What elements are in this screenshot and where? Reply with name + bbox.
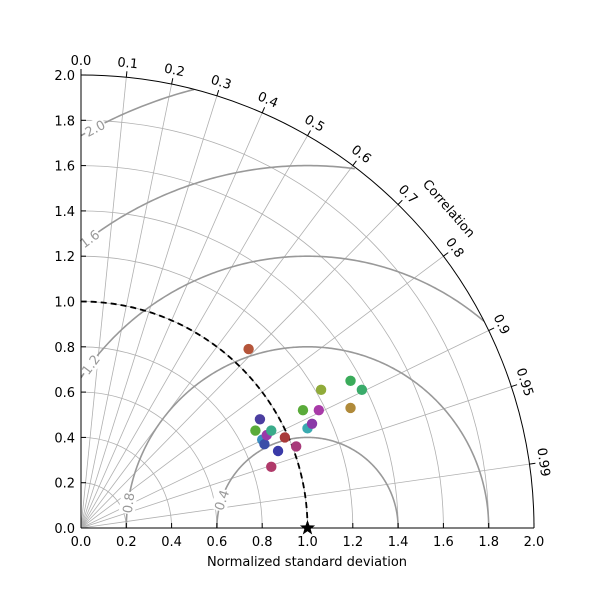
correlation-tick-6 — [352, 160, 357, 166]
correlation-tick-label-3: 0.3 — [209, 73, 233, 94]
x-tick-label-4: 0.8 — [252, 535, 273, 550]
std-grid-arc-1 — [80, 482, 127, 529]
x-tick-label-6: 1.2 — [342, 535, 363, 550]
data-point-18 — [356, 384, 368, 396]
x-axis-label: Normalized standard deviation — [207, 555, 407, 570]
y-tick-label-10: 2.0 — [54, 69, 75, 84]
correlation-tick-label-1: 0.1 — [117, 55, 139, 72]
std-grid-arc-7 — [80, 210, 399, 529]
correlation-grid — [80, 77, 530, 529]
reference-std-arc — [80, 300, 309, 529]
rmsd-contour-2 — [81, 255, 485, 379]
correlation-tick-5 — [307, 130, 311, 136]
data-point-15 — [315, 384, 327, 396]
y-tick-label-0: 0.0 — [54, 522, 75, 537]
x-tick-label-3: 0.6 — [207, 535, 228, 550]
correlation-tick-label-2: 0.2 — [163, 62, 186, 81]
correlation-axis-label: Correlation — [419, 177, 477, 241]
correlation-tick-9 — [488, 327, 495, 331]
x-tick-label-7: 1.4 — [388, 535, 409, 550]
std-grid-arc-2 — [80, 437, 172, 529]
y-tick-label-1: 0.2 — [54, 477, 75, 492]
data-point-6 — [266, 425, 277, 436]
rmsd-contour-1 — [125, 345, 490, 528]
data-point-1 — [254, 414, 266, 425]
rmsd-label-bg-2 — [77, 350, 104, 379]
x-tick-label-5: 1.0 — [297, 535, 318, 550]
chart-frame — [80, 69, 536, 529]
x-tick-label-2: 0.4 — [161, 535, 182, 550]
std-grid-arc-8 — [80, 165, 444, 529]
correlation-tick-label-4: 0.4 — [255, 89, 280, 111]
rmsd-label-bg-4 — [81, 115, 109, 141]
correlation-tick-label-5: 0.5 — [302, 112, 327, 135]
data-point-2 — [250, 425, 261, 436]
data-point-7 — [266, 461, 277, 473]
data-point-16 — [345, 375, 356, 386]
y-tick-label-4: 0.8 — [54, 341, 75, 356]
data-point-11 — [297, 405, 309, 416]
correlation-tick-7 — [397, 199, 403, 205]
correlation-tick-4 — [261, 107, 266, 114]
y-tick-label-9: 1.8 — [54, 114, 75, 129]
y-tick-label-8: 1.6 — [54, 160, 75, 175]
correlation-tick-label-8: 0.8 — [442, 235, 466, 261]
data-point-13 — [306, 418, 318, 430]
correlation-tick-label-10: 0.95 — [513, 366, 536, 398]
correlation-tick-11 — [529, 462, 536, 465]
std-grid-arc-6 — [80, 255, 354, 529]
data-point-10 — [290, 441, 302, 452]
data-point-8 — [272, 445, 284, 457]
rmsd-contours: 0.40.81.21.62.0 — [75, 88, 490, 528]
x-tick-label-1: 0.2 — [116, 535, 137, 550]
rmsd-label-1: 0.8 — [121, 492, 139, 515]
correlation-tick-8 — [443, 252, 449, 257]
x-tick-label-0: 0.0 — [71, 535, 92, 550]
data-point-17 — [345, 402, 356, 414]
rmsd-contour-0 — [216, 436, 399, 528]
rmsd-label-bg-3 — [75, 225, 104, 252]
data-point-9 — [279, 432, 291, 443]
y-tick-label-3: 0.6 — [54, 386, 75, 401]
rmsd-contour-3 — [81, 164, 355, 246]
rmsd-label-bg-0 — [210, 487, 233, 513]
correlation-tick-label-0: 0.0 — [71, 54, 92, 69]
correlation-tick-label-6: 0.6 — [348, 143, 374, 167]
data-point-4 — [259, 438, 270, 450]
reference-star-icon — [299, 520, 316, 535]
x-tick-label-10: 2.0 — [524, 535, 545, 550]
rmsd-label-0: 0.4 — [212, 488, 233, 512]
y-tick-label-5: 1.0 — [54, 296, 75, 311]
correlation-tick-1 — [125, 71, 128, 78]
data-point-14 — [313, 405, 325, 416]
rmsd-label-bg-1 — [118, 490, 138, 515]
outer-correlation-arc — [80, 74, 535, 529]
correlation-tick-2 — [171, 78, 174, 85]
y-tick-label-6: 1.2 — [54, 250, 75, 265]
data-point-0 — [243, 343, 254, 355]
data-points — [243, 343, 368, 535]
x-tick-label-9: 1.8 — [478, 535, 499, 550]
correlation-tick-label-9: 0.9 — [490, 312, 513, 337]
std-grid-arc-4 — [80, 346, 263, 529]
correlation-tick-10 — [511, 384, 518, 388]
std-grid-arc-9 — [80, 119, 490, 529]
x-tick-label-8: 1.6 — [433, 535, 454, 550]
correlation-tick-label-11: 0.99 — [533, 447, 552, 478]
y-tick-label-2: 0.4 — [54, 431, 75, 446]
reference-arc — [80, 300, 309, 529]
y-tick-label-7: 1.4 — [54, 205, 75, 220]
std-grid — [80, 119, 490, 529]
correlation-tick-3 — [216, 89, 220, 97]
